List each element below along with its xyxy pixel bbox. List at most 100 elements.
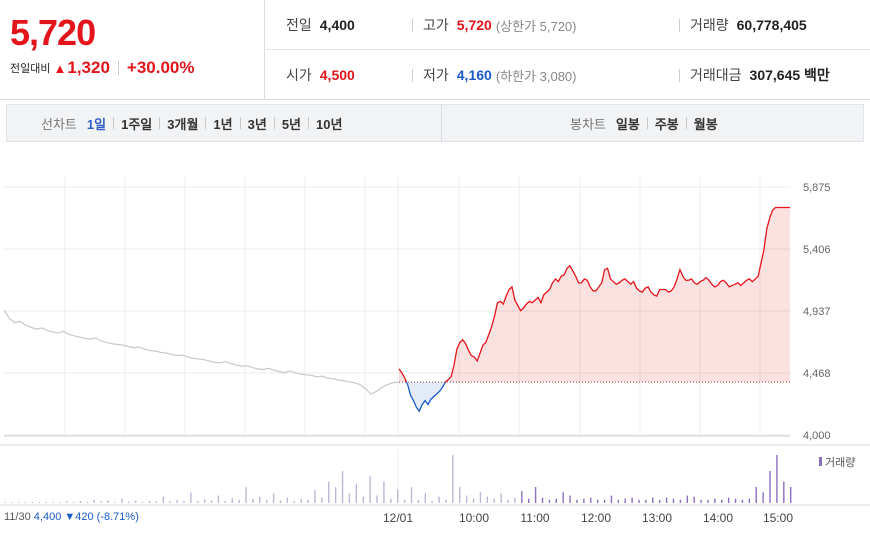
divider [205, 117, 207, 129]
volume-bar [596, 499, 599, 503]
x-tick-label: 11:00 [520, 511, 549, 525]
chart-toolbar: 선차트 1일 1주일 3개월 1년 3년 5년 10년 봉차트 일봉 주봉 월봉 [6, 104, 864, 142]
y-tick-label: 5,406 [803, 244, 831, 256]
volume-bar [107, 500, 109, 503]
divider [685, 117, 687, 129]
x-tick-label: 13:00 [642, 511, 672, 525]
volume-bar [576, 499, 578, 503]
volume-bar [659, 499, 661, 503]
x-tick-label: 12/01 [383, 511, 413, 525]
volume-bar [383, 481, 385, 503]
fall-area [406, 382, 446, 412]
volume-bar [245, 487, 247, 503]
volume-bar [465, 495, 468, 503]
volume-bar [645, 499, 647, 503]
volume-bar [424, 493, 426, 503]
period-10y[interactable]: 10년 [316, 116, 343, 132]
stats-row: 전일 4,400 고가 5,720 (상한가 5,720) 거래량 60,778… [266, 0, 870, 50]
trade-amount-value: 307,645 백만 [749, 67, 830, 83]
volume-bar [59, 502, 61, 503]
open-cell: 시가 4,500 [286, 50, 355, 100]
volume-bar [114, 501, 116, 503]
volume-bar [431, 500, 433, 503]
volume-bar [79, 500, 82, 503]
volume-bar [541, 497, 544, 503]
volume-bar [169, 501, 171, 503]
divider [308, 117, 310, 129]
volume-bar [603, 499, 606, 503]
candle-weekly[interactable]: 주봉 [654, 116, 679, 132]
volume-bar [238, 499, 240, 503]
period-5y[interactable]: 5년 [281, 116, 302, 132]
y-tick-label: 5,875 [803, 182, 831, 194]
volume-bar [679, 499, 682, 503]
current-price: 5,720 [10, 12, 96, 53]
volume-bar [590, 497, 592, 503]
volume-bar [355, 483, 358, 503]
divider [646, 117, 648, 129]
volume-value: 60,778,405 [736, 17, 807, 33]
prev-close-cell: 전일 4,400 [286, 0, 355, 50]
rise-line [398, 368, 408, 383]
volume-bar [500, 493, 502, 503]
divider [412, 68, 413, 82]
candle-monthly[interactable]: 월봉 [693, 116, 718, 132]
divider [159, 117, 161, 129]
volume-bar [748, 498, 751, 503]
prev-day-line [3, 309, 399, 395]
volume-legend-swatch [819, 457, 822, 466]
period-3y[interactable]: 3년 [247, 116, 267, 132]
volume-bar [721, 499, 723, 503]
volume-bar [790, 487, 792, 503]
price-box: 5,720 전일대비 ▲ 1,320 +30.00% [0, 0, 265, 100]
volume-bar [38, 502, 40, 503]
candle-daily[interactable]: 일봉 [615, 116, 640, 132]
change-row: 전일대비 ▲ 1,320 +30.00% [10, 58, 195, 78]
volume-bar [45, 502, 47, 503]
intraday-price-chart[interactable]: 5,875 5,406 4,937 4,468 4,000 거래량 12/01 10:00 11… [0, 150, 870, 547]
volume-bar [700, 499, 702, 503]
up-arrow-icon: ▲ [53, 60, 67, 76]
volume-bar [741, 499, 744, 503]
volume-bar [266, 499, 268, 503]
low-value: 4,160 [456, 67, 492, 83]
volume-bar [314, 490, 316, 503]
volume-bar [176, 499, 178, 503]
volume-bar [86, 501, 89, 503]
volume-bar [279, 500, 282, 503]
volume-bar [390, 498, 392, 503]
stats-table: 전일 4,400 고가 5,720 (상한가 5,720) 거래량 60,778… [266, 0, 870, 100]
period-1y[interactable]: 1년 [213, 116, 233, 132]
volume-bar [286, 497, 289, 503]
high-cell: 고가 5,720 (상한가 5,720) [412, 0, 577, 50]
volume-bar [397, 489, 399, 503]
volume-bar [348, 493, 351, 503]
prev-day-close: 4,400 [33, 511, 62, 523]
volume-bar [514, 497, 516, 503]
volume-bar [727, 497, 730, 503]
volume-bar [583, 498, 585, 503]
volume-bar [307, 499, 309, 503]
volume-bar [534, 487, 537, 503]
period-1d[interactable]: 1일 [86, 116, 107, 132]
volume-bar [452, 455, 454, 503]
volume-bar [631, 497, 633, 503]
stats-row: 시가 4,500 저가 4,160 (하한가 3,080) 거래대금 307,6… [266, 50, 870, 100]
x-tick-label: 15:00 [763, 511, 793, 525]
line-chart-title: 선차트 [41, 116, 77, 132]
change-label: 전일대비 [10, 63, 51, 75]
volume-bar [197, 500, 199, 503]
trade-amount-cell: 거래대금 307,645 백만 [679, 50, 830, 100]
volume-bar [148, 500, 151, 503]
volume-legend-label: 거래량 [825, 456, 855, 469]
volume-bar [334, 487, 337, 503]
volume-bar [438, 496, 440, 503]
period-3m[interactable]: 3개월 [167, 116, 199, 132]
volume-bar [224, 500, 227, 503]
volume-label: 거래량 [690, 17, 729, 33]
volume-bar [66, 501, 68, 503]
volume-bar [486, 496, 489, 503]
fall-line [405, 381, 446, 413]
volume-bar [293, 500, 295, 503]
period-1w[interactable]: 1주일 [121, 116, 153, 132]
